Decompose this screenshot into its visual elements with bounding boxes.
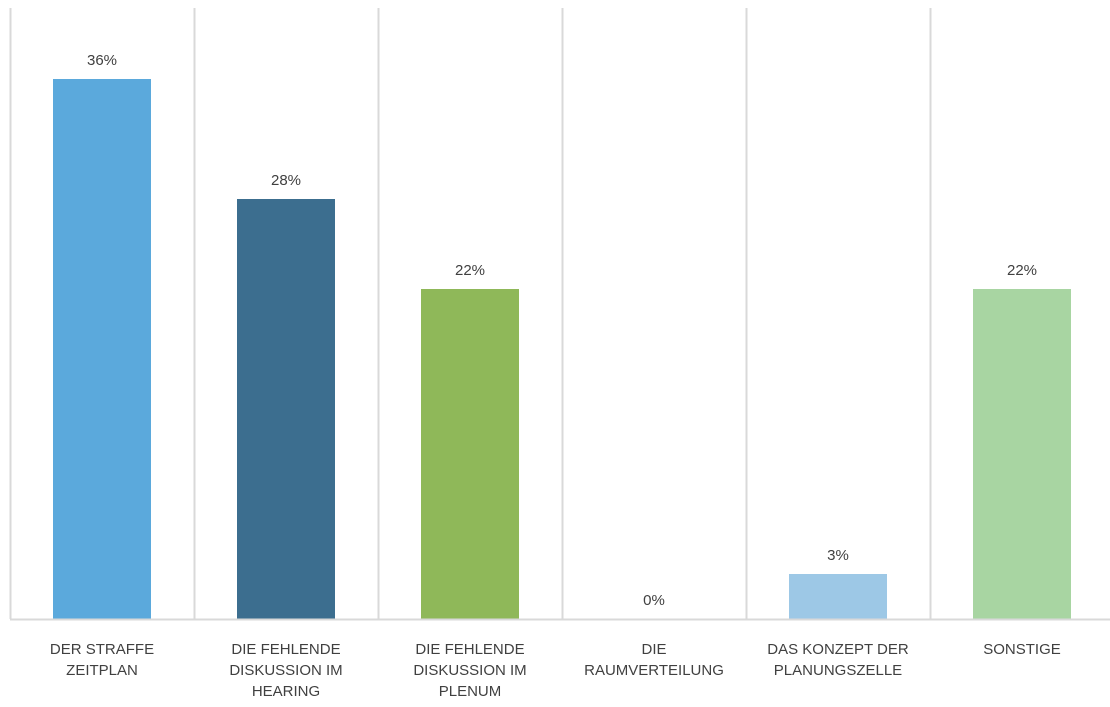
category-label-1: DER STRAFFE ZEITPLAN xyxy=(50,641,154,679)
category-label-line: DISKUSSION IM xyxy=(413,662,526,679)
data-label-4: 0% xyxy=(643,592,665,609)
bar-6 xyxy=(973,289,1071,619)
data-label-6: 22% xyxy=(1007,262,1037,279)
bar-1 xyxy=(53,79,151,619)
category-label-2: DIE FEHLENDE DISKUSSION IM HEARING xyxy=(229,641,342,700)
category-label-6: SONSTIGE xyxy=(983,641,1061,658)
data-label-3: 22% xyxy=(455,262,485,279)
data-label-1: 36% xyxy=(87,52,117,69)
category-label-line: DIE xyxy=(641,641,666,658)
category-label-line: SONSTIGE xyxy=(983,641,1061,658)
category-label-line: DAS KONZEPT DER xyxy=(767,641,909,658)
category-label-line: PLENUM xyxy=(439,683,502,700)
category-label-line: PLANUNGSZELLE xyxy=(774,662,902,679)
category-label-line: DIE FEHLENDE xyxy=(231,641,340,658)
category-label-3: DIE FEHLENDE DISKUSSION IM PLENUM xyxy=(413,641,526,700)
category-label-line: HEARING xyxy=(252,683,320,700)
data-label-5: 3% xyxy=(827,547,849,564)
category-label-line: DISKUSSION IM xyxy=(229,662,342,679)
bar-3 xyxy=(421,289,519,619)
category-label-5: DAS KONZEPT DER PLANUNGSZELLE xyxy=(767,641,909,679)
data-label-2: 28% xyxy=(271,172,301,189)
category-label-line: DIE FEHLENDE xyxy=(415,641,524,658)
category-label-line: ZEITPLAN xyxy=(66,662,138,679)
category-label-4: DIE RAUMVERTEILUNG xyxy=(584,641,724,679)
bar-2 xyxy=(237,199,335,619)
bar-5 xyxy=(789,574,887,619)
category-label-line: DER STRAFFE xyxy=(50,641,154,658)
category-label-line: RAUMVERTEILUNG xyxy=(584,662,724,679)
